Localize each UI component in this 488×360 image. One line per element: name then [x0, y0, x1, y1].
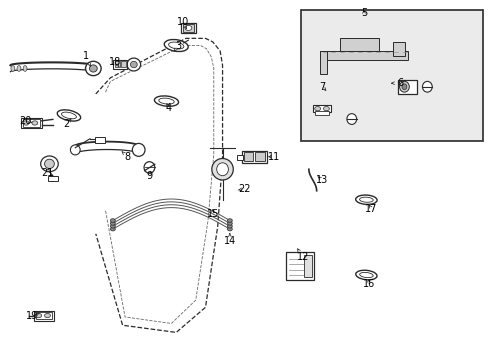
- Ellipse shape: [355, 195, 376, 204]
- Ellipse shape: [227, 219, 232, 222]
- Ellipse shape: [89, 65, 97, 72]
- Text: 20: 20: [19, 116, 31, 126]
- Ellipse shape: [110, 227, 115, 231]
- Ellipse shape: [164, 40, 188, 51]
- Ellipse shape: [144, 162, 155, 173]
- Text: 1: 1: [83, 51, 89, 61]
- Bar: [320, 51, 327, 74]
- Bar: [23, 120, 40, 127]
- Ellipse shape: [130, 61, 137, 68]
- Ellipse shape: [401, 84, 406, 90]
- Bar: [48, 176, 58, 181]
- Ellipse shape: [44, 159, 54, 168]
- Ellipse shape: [154, 96, 178, 106]
- Text: 14: 14: [224, 236, 236, 246]
- Text: 4: 4: [165, 103, 172, 113]
- Ellipse shape: [216, 163, 228, 176]
- Ellipse shape: [346, 114, 356, 125]
- Ellipse shape: [41, 156, 58, 172]
- Bar: [244, 152, 252, 161]
- Ellipse shape: [399, 81, 408, 92]
- Bar: [115, 61, 120, 67]
- Bar: [237, 154, 243, 160]
- Ellipse shape: [44, 314, 50, 318]
- Text: 22: 22: [238, 184, 250, 194]
- Bar: [183, 24, 193, 32]
- Ellipse shape: [422, 81, 431, 92]
- Text: 5: 5: [360, 8, 366, 18]
- Ellipse shape: [17, 66, 21, 71]
- Ellipse shape: [159, 98, 174, 104]
- Bar: [392, 42, 405, 56]
- Ellipse shape: [110, 225, 115, 228]
- Ellipse shape: [127, 58, 141, 71]
- Bar: [21, 118, 41, 128]
- Text: 8: 8: [124, 152, 130, 162]
- Text: 9: 9: [146, 171, 152, 181]
- Text: 12: 12: [296, 252, 308, 262]
- Bar: [312, 105, 330, 112]
- Ellipse shape: [227, 227, 232, 231]
- Bar: [315, 111, 328, 116]
- Bar: [254, 152, 265, 161]
- Bar: [113, 60, 127, 69]
- Ellipse shape: [85, 61, 101, 76]
- Ellipse shape: [227, 225, 232, 228]
- Ellipse shape: [132, 143, 145, 156]
- Bar: [36, 312, 52, 319]
- Text: 16: 16: [362, 279, 374, 289]
- Ellipse shape: [314, 107, 320, 111]
- Ellipse shape: [70, 145, 80, 155]
- Ellipse shape: [32, 121, 38, 125]
- Text: 15: 15: [206, 209, 219, 219]
- Text: 2: 2: [63, 120, 69, 129]
- Ellipse shape: [11, 66, 15, 71]
- Text: 17: 17: [365, 204, 377, 214]
- Ellipse shape: [23, 121, 29, 125]
- Text: 7: 7: [319, 82, 325, 92]
- Ellipse shape: [168, 42, 183, 49]
- Ellipse shape: [61, 112, 76, 119]
- Ellipse shape: [110, 219, 115, 222]
- Ellipse shape: [36, 314, 41, 318]
- Ellipse shape: [359, 197, 372, 202]
- Bar: [181, 23, 195, 33]
- Bar: [285, 252, 314, 280]
- Bar: [304, 255, 311, 277]
- Ellipse shape: [57, 110, 81, 121]
- Ellipse shape: [323, 107, 329, 111]
- Bar: [242, 151, 267, 163]
- Ellipse shape: [23, 66, 27, 71]
- Bar: [300, 10, 483, 140]
- Bar: [34, 311, 54, 320]
- Bar: [95, 136, 104, 143]
- Text: 6: 6: [397, 78, 403, 88]
- Ellipse shape: [359, 273, 372, 278]
- Text: 10: 10: [177, 17, 189, 27]
- Bar: [397, 80, 416, 94]
- Bar: [320, 51, 407, 60]
- Text: 3: 3: [175, 41, 182, 50]
- Ellipse shape: [355, 270, 376, 280]
- Text: 13: 13: [316, 175, 328, 185]
- Text: 18: 18: [109, 57, 121, 67]
- Ellipse shape: [211, 158, 233, 180]
- Text: 21: 21: [41, 168, 53, 178]
- Bar: [121, 61, 125, 67]
- Bar: [339, 39, 378, 51]
- Text: 11: 11: [267, 152, 279, 162]
- Ellipse shape: [184, 26, 191, 31]
- Text: 19: 19: [26, 311, 39, 321]
- Ellipse shape: [227, 222, 232, 225]
- Ellipse shape: [110, 222, 115, 225]
